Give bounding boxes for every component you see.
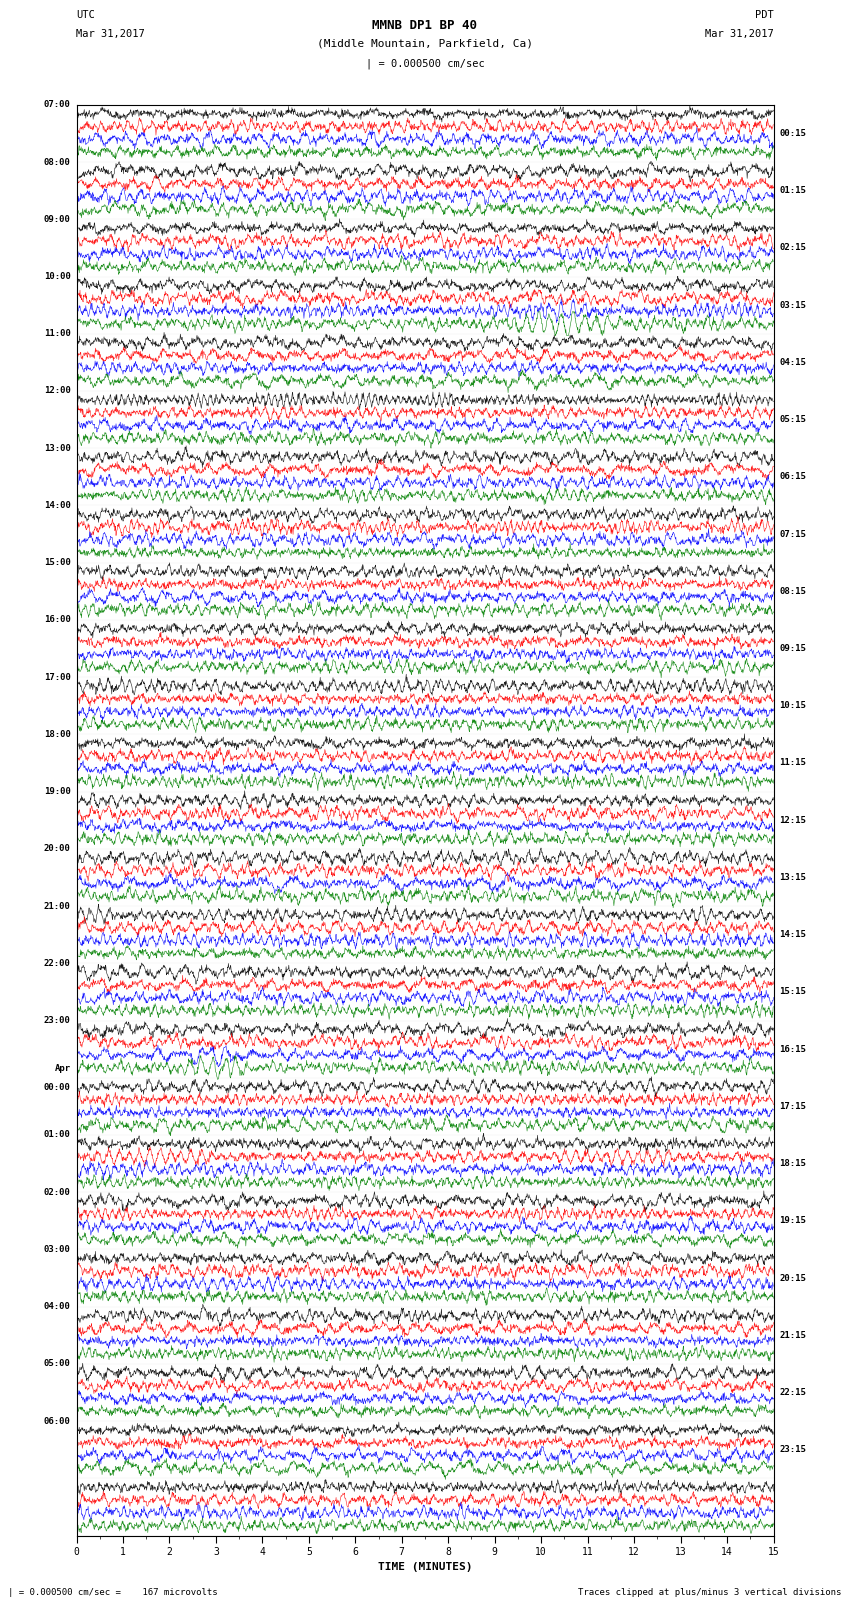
Text: 17:15: 17:15 <box>779 1102 807 1111</box>
Text: 04:00: 04:00 <box>43 1302 71 1311</box>
Text: 12:00: 12:00 <box>43 387 71 395</box>
Text: 01:00: 01:00 <box>43 1131 71 1139</box>
Text: 18:00: 18:00 <box>43 729 71 739</box>
Text: 05:00: 05:00 <box>43 1360 71 1368</box>
Text: 03:15: 03:15 <box>779 300 807 310</box>
Text: Apr: Apr <box>54 1063 71 1073</box>
Text: 19:00: 19:00 <box>43 787 71 797</box>
Text: 16:15: 16:15 <box>779 1045 807 1053</box>
Text: 09:15: 09:15 <box>779 644 807 653</box>
Text: 10:00: 10:00 <box>43 273 71 281</box>
Text: | = 0.000500 cm/sec: | = 0.000500 cm/sec <box>366 58 484 69</box>
Text: Mar 31,2017: Mar 31,2017 <box>705 29 774 39</box>
Text: 22:15: 22:15 <box>779 1389 807 1397</box>
Text: MMNB DP1 BP 40: MMNB DP1 BP 40 <box>372 19 478 32</box>
Text: 21:00: 21:00 <box>43 902 71 911</box>
Text: 11:00: 11:00 <box>43 329 71 339</box>
Text: 06:15: 06:15 <box>779 473 807 481</box>
Text: 16:00: 16:00 <box>43 616 71 624</box>
Text: 08:00: 08:00 <box>43 158 71 166</box>
Text: 02:00: 02:00 <box>43 1187 71 1197</box>
Text: | = 0.000500 cm/sec =    167 microvolts: | = 0.000500 cm/sec = 167 microvolts <box>8 1587 218 1597</box>
Text: 15:00: 15:00 <box>43 558 71 568</box>
Text: 09:00: 09:00 <box>43 215 71 224</box>
Text: UTC: UTC <box>76 10 95 19</box>
Text: 10:15: 10:15 <box>779 702 807 710</box>
Text: 11:15: 11:15 <box>779 758 807 768</box>
Text: Traces clipped at plus/minus 3 vertical divisions: Traces clipped at plus/minus 3 vertical … <box>578 1587 842 1597</box>
Text: 13:15: 13:15 <box>779 873 807 882</box>
Text: (Middle Mountain, Parkfield, Ca): (Middle Mountain, Parkfield, Ca) <box>317 39 533 48</box>
Text: 12:15: 12:15 <box>779 816 807 824</box>
Text: 05:15: 05:15 <box>779 415 807 424</box>
Text: 01:15: 01:15 <box>779 185 807 195</box>
X-axis label: TIME (MINUTES): TIME (MINUTES) <box>377 1561 473 1571</box>
Text: 08:15: 08:15 <box>779 587 807 595</box>
Text: 21:15: 21:15 <box>779 1331 807 1340</box>
Text: 19:15: 19:15 <box>779 1216 807 1226</box>
Text: 14:15: 14:15 <box>779 931 807 939</box>
Text: 07:00: 07:00 <box>43 100 71 110</box>
Text: 07:15: 07:15 <box>779 529 807 539</box>
Text: 23:15: 23:15 <box>779 1445 807 1455</box>
Text: 03:00: 03:00 <box>43 1245 71 1253</box>
Text: 15:15: 15:15 <box>779 987 807 997</box>
Text: 20:15: 20:15 <box>779 1274 807 1282</box>
Text: Mar 31,2017: Mar 31,2017 <box>76 29 145 39</box>
Text: 23:00: 23:00 <box>43 1016 71 1024</box>
Text: 00:00: 00:00 <box>43 1082 71 1092</box>
Text: 20:00: 20:00 <box>43 844 71 853</box>
Text: 13:00: 13:00 <box>43 444 71 453</box>
Text: 00:15: 00:15 <box>779 129 807 139</box>
Text: 17:00: 17:00 <box>43 673 71 682</box>
Text: 18:15: 18:15 <box>779 1160 807 1168</box>
Text: PDT: PDT <box>755 10 774 19</box>
Text: 06:00: 06:00 <box>43 1416 71 1426</box>
Text: 22:00: 22:00 <box>43 958 71 968</box>
Text: 02:15: 02:15 <box>779 244 807 252</box>
Text: 14:00: 14:00 <box>43 502 71 510</box>
Text: 04:15: 04:15 <box>779 358 807 366</box>
